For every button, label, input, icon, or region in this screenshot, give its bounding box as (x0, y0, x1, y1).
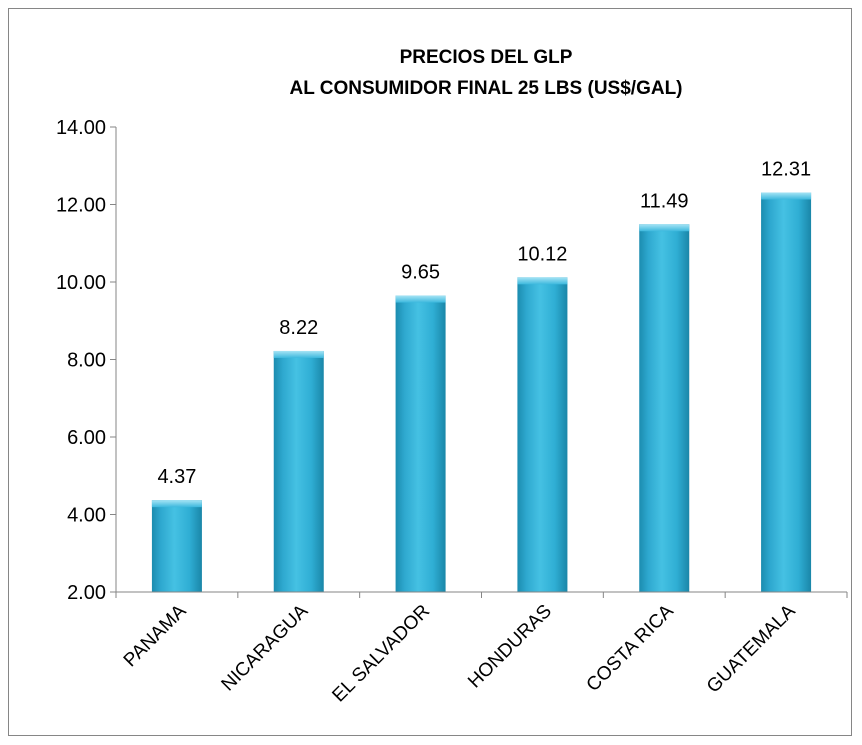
bar-value-label: 10.12 (517, 243, 567, 265)
bar-value-label: 11.49 (640, 190, 689, 212)
bar-cap (151, 500, 202, 508)
bar (395, 295, 446, 592)
x-category-label: COSTA RICA (583, 600, 678, 695)
bar (273, 350, 324, 592)
chart-frame: PRECIOS DEL GLP AL CONSUMIDOR FINAL 25 L… (8, 8, 852, 736)
bar (761, 192, 812, 593)
y-tick-label: 10.00 (56, 272, 106, 294)
bar-value-label: 8.22 (279, 317, 318, 339)
bar (517, 277, 568, 592)
y-tick-label: 6.00 (67, 427, 106, 449)
y-tick-label: 12.00 (56, 195, 106, 217)
chart-title-line-2: AL CONSUMIDOR FINAL 25 LBS (US$/GAL) (289, 78, 682, 99)
bar-cap (273, 350, 324, 358)
x-category-label: HONDURAS (464, 601, 556, 693)
y-tick-label: 14.00 (56, 117, 106, 139)
bar-cap (761, 192, 812, 200)
chart-area: PRECIOS DEL GLP AL CONSUMIDOR FINAL 25 L… (56, 47, 848, 707)
bar-cap (639, 224, 690, 232)
bar-value-label: 12.31 (761, 158, 811, 180)
x-category-label: PANAMA (120, 600, 191, 671)
bar-cap (517, 277, 568, 285)
x-category-label: EL SALVADOR (328, 601, 434, 707)
bar (151, 500, 202, 592)
y-tick-label: 8.00 (67, 350, 106, 372)
bar (639, 224, 690, 592)
bar-value-label: 4.37 (157, 466, 196, 488)
x-category-label: NICARAGUA (218, 600, 313, 695)
y-tick-label: 4.00 (67, 505, 106, 527)
bar-cap (395, 295, 446, 303)
chart-title-line-1: PRECIOS DEL GLP (400, 47, 573, 68)
bar-value-label: 9.65 (401, 262, 440, 284)
y-tick-label: 2.00 (67, 582, 106, 604)
x-category-label: GUATEMALA (703, 600, 800, 697)
